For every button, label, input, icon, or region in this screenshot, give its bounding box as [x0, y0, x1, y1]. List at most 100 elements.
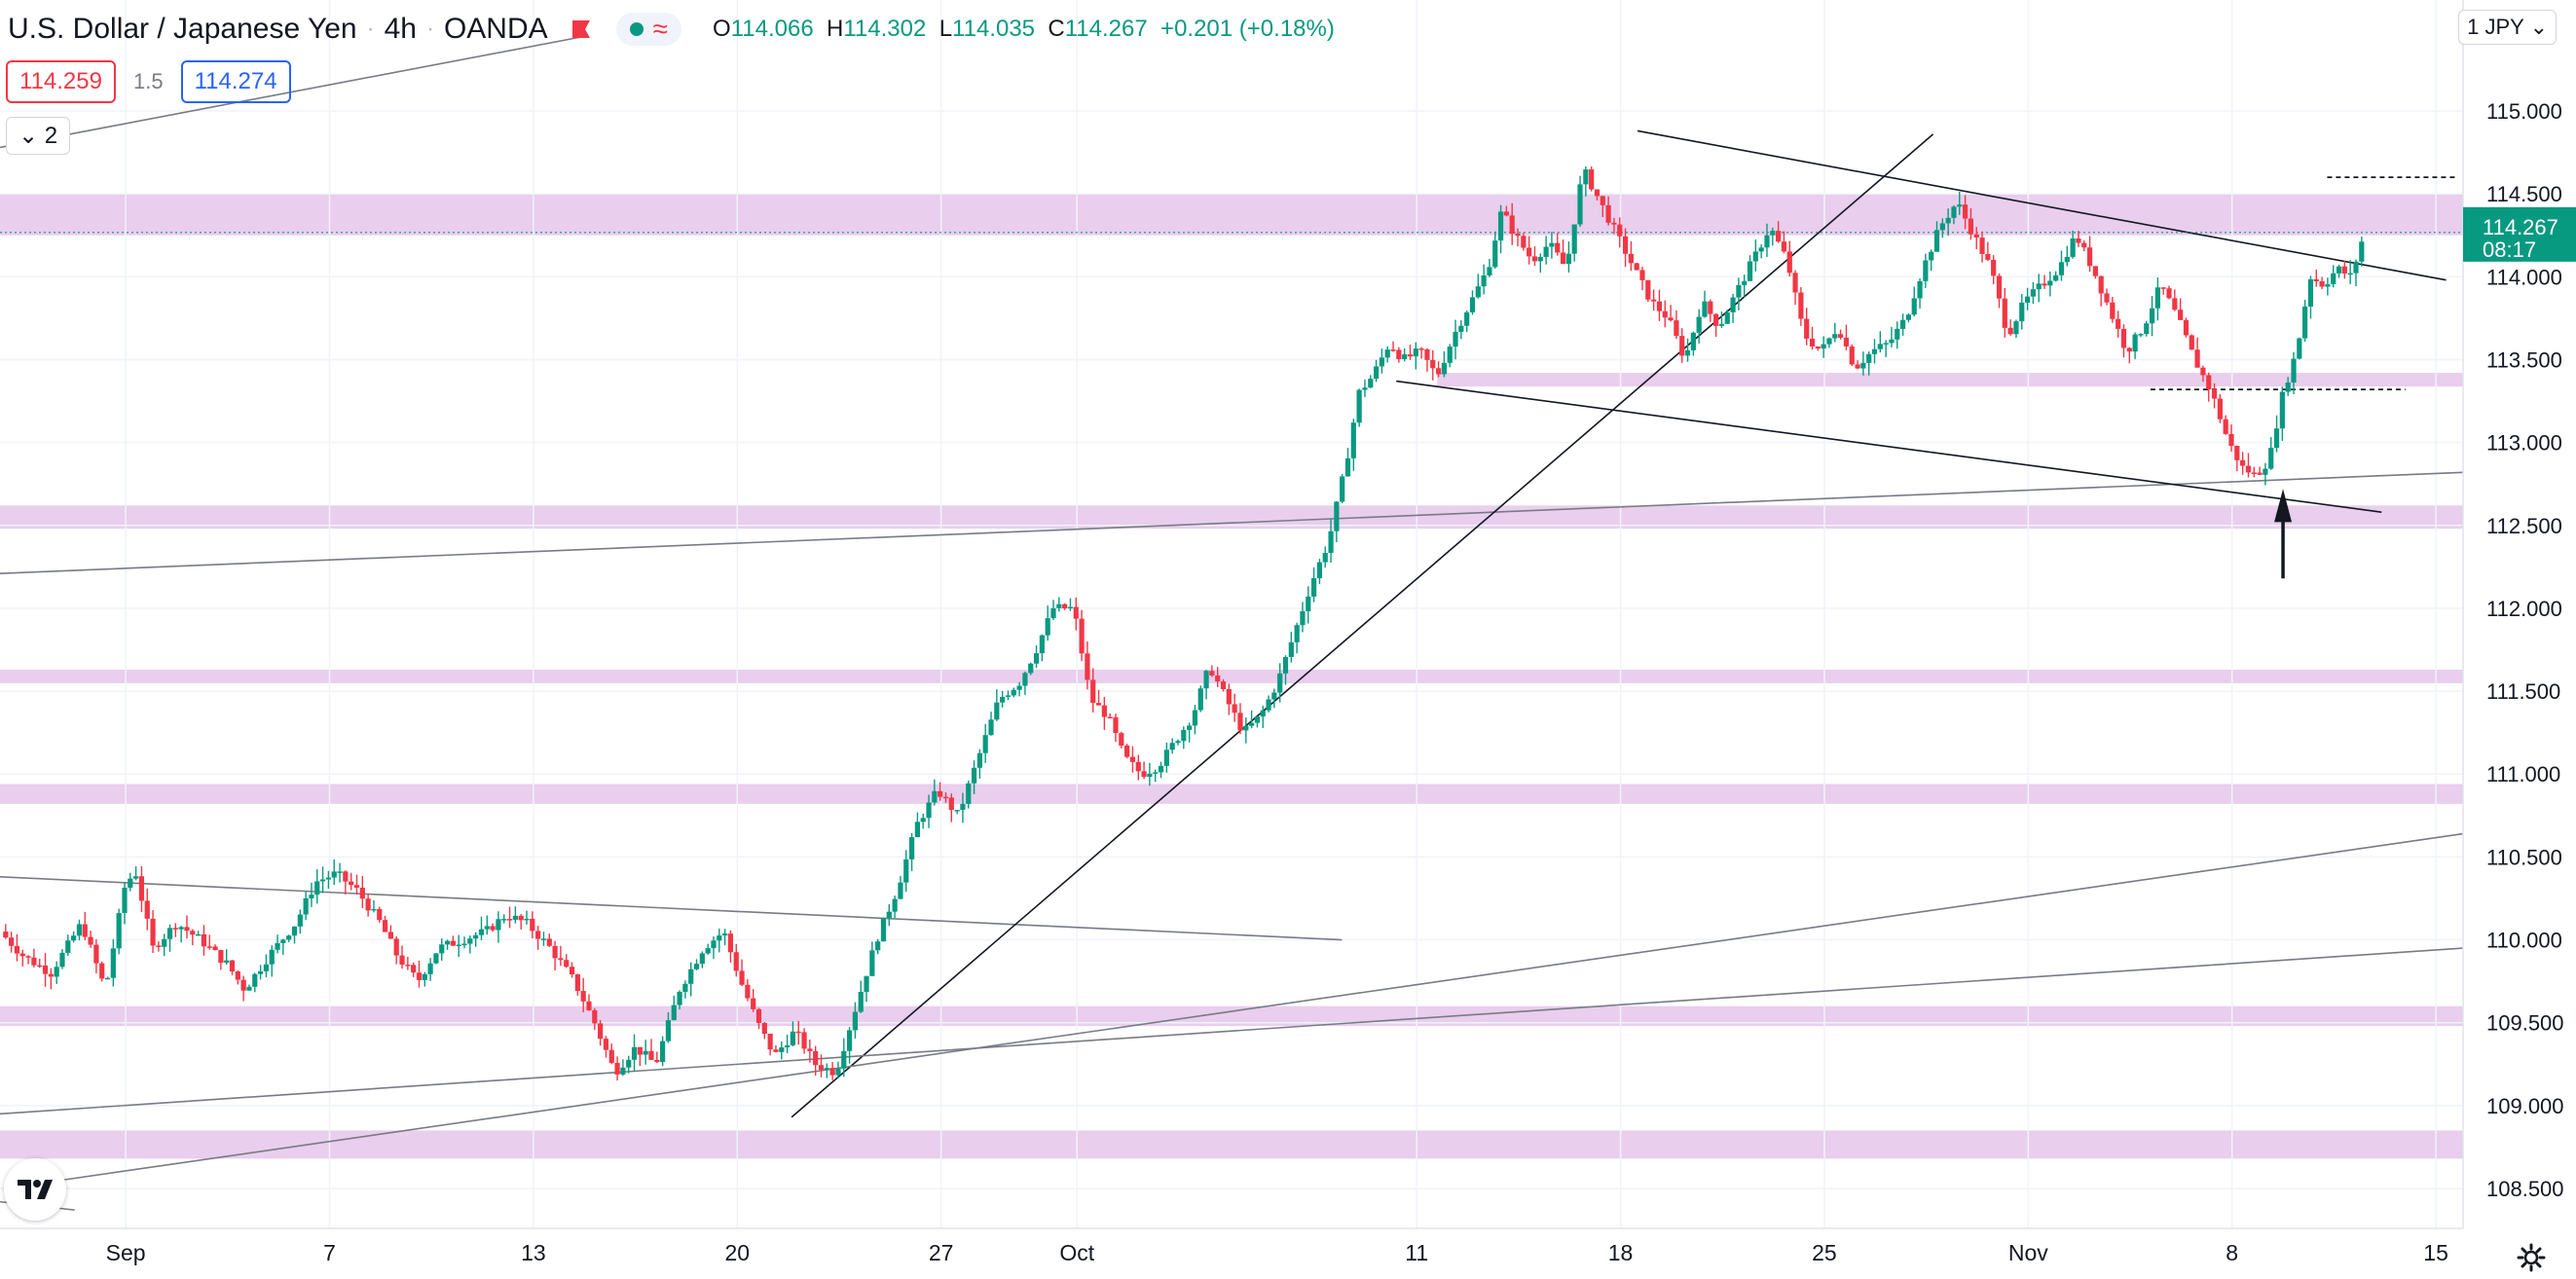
candle-340 [1929, 249, 1934, 272]
candle-32 [184, 915, 190, 939]
candle-318 [1804, 308, 1810, 346]
candle-357 [2024, 287, 2031, 311]
candle-301 [1708, 299, 1713, 322]
candle-148 [841, 1038, 847, 1078]
trendline-5 [1396, 380, 2382, 513]
candle-192 [1090, 668, 1096, 713]
y-tick-label-10: 110.000 [2486, 929, 2562, 953]
candle-290 [1645, 279, 1651, 303]
candle-0 [3, 924, 9, 939]
candle-104 [592, 1007, 598, 1030]
candle-41 [235, 970, 240, 985]
candle-351 [1991, 255, 1997, 285]
candle-296 [1679, 328, 1685, 363]
candle-49 [280, 938, 286, 955]
candle-328 [1860, 351, 1866, 376]
candle-354 [2007, 319, 2013, 336]
candle-227 [1288, 631, 1294, 663]
candle-35 [201, 925, 207, 956]
candle-158 [898, 875, 903, 899]
candle-277 [1571, 224, 1577, 262]
candle-3 [19, 949, 25, 967]
price-zone-0 [0, 194, 2463, 236]
candle-9 [54, 961, 59, 984]
flag-icon[interactable] [570, 18, 593, 40]
candle-412 [2336, 264, 2342, 278]
price-zone-6 [0, 1130, 2463, 1159]
candle-373 [2116, 311, 2121, 338]
candle-73 [416, 960, 423, 988]
candle-132 [751, 989, 756, 1012]
candle-396 [2245, 453, 2252, 478]
candle-403 [2285, 377, 2291, 396]
candle-126 [717, 929, 722, 953]
symbol-title[interactable]: U.S. Dollar / Japanese Yen [8, 13, 357, 45]
candle-171 [971, 760, 977, 794]
tradingview-logo-icon[interactable] [4, 1158, 66, 1221]
candle-125 [711, 936, 717, 960]
candle-94 [535, 926, 541, 950]
candle-168 [954, 810, 960, 815]
candle-310 [1758, 244, 1764, 259]
candle-375 [2126, 347, 2132, 364]
candle-17 [99, 961, 105, 982]
candle-70 [399, 945, 405, 969]
candle-365 [2070, 230, 2076, 259]
sell-button[interactable]: 114.259 [6, 60, 116, 103]
buy-button[interactable]: 114.274 [180, 60, 291, 103]
candle-103 [586, 994, 592, 1011]
candle-307 [1742, 274, 1748, 298]
candle-400 [2268, 437, 2274, 470]
chevron-down-icon: ⌄ [18, 123, 39, 149]
candle-169 [960, 792, 966, 823]
candle-276 [1565, 241, 1571, 274]
candle-167 [948, 793, 954, 822]
candle-47 [269, 945, 275, 977]
candle-54 [309, 882, 314, 907]
candle-377 [2138, 333, 2144, 338]
currency-selector[interactable]: 1 JPY ⌄ [2458, 10, 2557, 45]
interval-label[interactable]: 4h [384, 13, 417, 45]
candle-175 [994, 689, 1000, 721]
candle-212 [1203, 670, 1209, 700]
candle-371 [2104, 288, 2110, 306]
candle-322 [1826, 337, 1832, 348]
price-axis[interactable]: 115.000 114.500 114.000 113.500 113.000 112.5… [2462, 0, 2576, 1228]
candle-93 [530, 911, 535, 939]
candle-284 [1611, 217, 1617, 235]
candle-353 [2002, 287, 2007, 338]
candle-259 [1469, 290, 1476, 315]
candle-247 [1402, 348, 1408, 362]
candle-297 [1684, 338, 1691, 362]
candle-399 [2263, 462, 2268, 486]
market-status-pill[interactable]: ≈ [615, 13, 682, 46]
candle-200 [1135, 754, 1141, 781]
candle-211 [1197, 685, 1203, 713]
candle-291 [1651, 289, 1657, 311]
candle-317 [1798, 286, 1804, 326]
candle-149 [846, 1027, 853, 1064]
time-axis[interactable]: Sep 7 13 20 27 Oct 11 18 25 Nov 8 15 [0, 1227, 2576, 1279]
candle-152 [864, 975, 869, 1003]
candle-182 [1033, 645, 1040, 669]
last-price-label: 114.267 [2483, 215, 2558, 239]
candle-366 [2076, 231, 2081, 247]
candle-37 [212, 944, 218, 951]
candle-402 [2279, 386, 2285, 441]
last-price-tag [2463, 206, 2576, 262]
x-tick-label-8: 25 [1812, 1240, 1837, 1265]
candle-369 [2092, 266, 2098, 279]
candle-129 [733, 943, 739, 977]
candle-300 [1702, 290, 1708, 318]
indicators-toggle-button[interactable]: ⌄ 2 [6, 117, 71, 155]
candle-268 [1521, 233, 1527, 251]
candle-209 [1187, 722, 1193, 743]
gear-icon[interactable] [2516, 1242, 2547, 1273]
candle-178 [1011, 687, 1016, 698]
candle-406 [2302, 299, 2308, 343]
candle-110 [626, 1055, 632, 1074]
candle-193 [1095, 689, 1102, 706]
candle-177 [1005, 690, 1012, 701]
candle-316 [1792, 270, 1798, 306]
